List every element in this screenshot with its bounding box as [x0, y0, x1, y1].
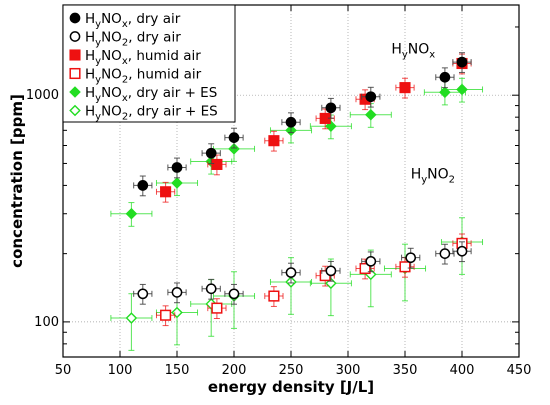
data-point: [359, 262, 371, 275]
legend-entry: HyNOx, dry air: [85, 11, 181, 30]
x-axis-label: energy density [J/L]: [208, 378, 374, 396]
data-point: [171, 286, 183, 298]
data-point: [325, 102, 337, 114]
x-tick-label: 350: [393, 363, 418, 378]
axis-ticks: 50 100 150 200 250 300 350 400 450 100 1000: [26, 5, 532, 378]
legend-entry: HyNO2, dry air + ES: [85, 104, 218, 123]
legend-entry: HyNO2, dry air: [85, 30, 181, 49]
x-tick-label: 250: [279, 363, 304, 378]
x-tick-label: 450: [507, 363, 532, 378]
annotation-1: HyNO2: [411, 166, 455, 185]
data-point: [160, 186, 172, 198]
data-point: [171, 177, 183, 189]
y-tick-label: 100: [34, 315, 59, 330]
data-point: [439, 71, 451, 83]
legend-entry: HyNOx, humid air: [85, 48, 201, 67]
data-point: [211, 158, 223, 170]
y-tick-label: 1000: [26, 88, 59, 103]
data-point: [125, 207, 138, 220]
data-point: [205, 283, 217, 295]
data-point: [325, 265, 337, 277]
data-point: [137, 180, 149, 191]
y-axis-label: concentration [ppm]: [8, 94, 26, 268]
data-point: [137, 288, 149, 300]
legend-box: [62, 4, 236, 123]
data-point: [228, 132, 240, 143]
data-point: [405, 252, 417, 264]
series-0: [133, 52, 472, 197]
data-point: [228, 143, 240, 155]
data-point: [160, 309, 172, 321]
legend-marker: [69, 86, 81, 98]
legend-marker: [69, 31, 81, 42]
data-point: [399, 82, 411, 94]
data-points: [110, 52, 484, 351]
data-point: [456, 245, 468, 257]
data-point: [456, 56, 468, 68]
legend-entry: HyNOx, dry air + ES: [85, 85, 217, 104]
legend-marker: [69, 67, 81, 80]
legend-marker: [69, 49, 81, 61]
data-point: [365, 91, 377, 103]
data-point: [399, 261, 411, 273]
data-point: [205, 147, 217, 159]
x-tick-label: 400: [450, 363, 475, 378]
data-point: [268, 135, 280, 147]
x-tick-label: 50: [55, 363, 72, 378]
data-point: [456, 83, 468, 96]
data-point: [365, 108, 377, 121]
data-point: [325, 277, 337, 290]
series-1: [133, 241, 472, 305]
x-tick-label: 300: [336, 363, 361, 378]
data-point: [211, 302, 223, 314]
legend-marker: [69, 104, 81, 117]
data-point: [228, 288, 240, 300]
legend-entry: HyNO2, humid air: [85, 67, 202, 86]
data-point: [125, 312, 138, 324]
data-point: [285, 116, 297, 128]
data-point: [439, 248, 451, 259]
legend-marker: [69, 12, 81, 24]
data-point: [365, 255, 377, 267]
data-point: [268, 290, 280, 302]
x-tick-label: 200: [222, 363, 247, 378]
data-point: [171, 162, 183, 173]
x-tick-label: 150: [165, 363, 190, 378]
data-point: [205, 298, 217, 310]
data-point: [285, 267, 297, 278]
x-tick-label: 100: [108, 363, 133, 378]
annotations: HyNOx HyNO2: [391, 41, 455, 185]
data-point: [171, 306, 183, 319]
annotation-0: HyNOx: [391, 41, 435, 60]
